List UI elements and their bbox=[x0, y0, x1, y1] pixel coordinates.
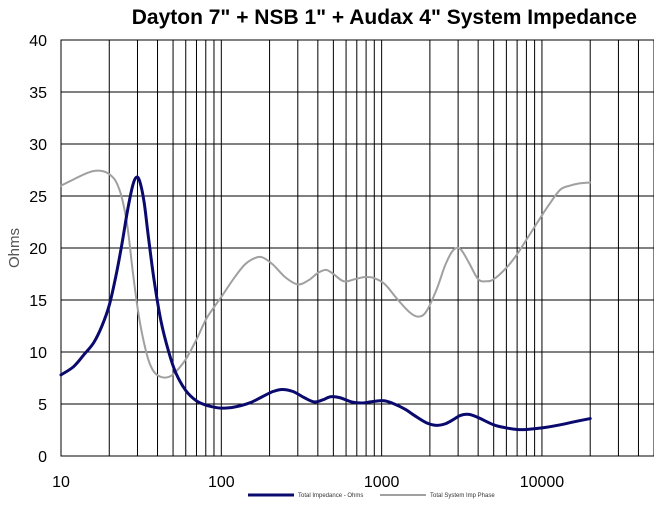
series-line-phase bbox=[60, 169, 592, 379]
y-tick-label: 30 bbox=[29, 137, 47, 154]
y-tick-label: 25 bbox=[29, 189, 47, 206]
y-axis-label: Ohms bbox=[6, 228, 23, 268]
y-tick-label: 10 bbox=[29, 345, 47, 362]
y-tick-label: 15 bbox=[29, 293, 47, 310]
x-tick-label: 100 bbox=[208, 474, 235, 491]
plot-grid bbox=[60, 39, 654, 457]
y-tick-label: 0 bbox=[38, 449, 47, 466]
y-tick-label: 20 bbox=[29, 241, 47, 258]
legend-label-phase: Total System Imp Phase bbox=[430, 493, 495, 499]
x-tick-label: 10 bbox=[52, 474, 70, 491]
y-tick-label: 35 bbox=[29, 85, 47, 102]
legend-label-impedance: Total Impedance - Ohms bbox=[298, 493, 363, 499]
axis-ticks: 0 5 10 15 20 25 30 35 40 10 100 1000 10000 bbox=[29, 33, 564, 491]
plot-frame bbox=[60, 39, 654, 457]
y-tick-label: 40 bbox=[29, 33, 47, 50]
series-layer bbox=[59, 169, 592, 432]
chart-title: Dayton 7" + NSB 1" + Audax 4" System Imp… bbox=[132, 6, 637, 29]
chart-legend: Total Impedance - Ohms Total System Imp … bbox=[248, 493, 495, 499]
x-tick-label: 10000 bbox=[520, 474, 565, 491]
series-line-impedance bbox=[59, 175, 592, 432]
y-tick-label: 5 bbox=[38, 397, 47, 414]
x-tick-label: 1000 bbox=[364, 474, 400, 491]
